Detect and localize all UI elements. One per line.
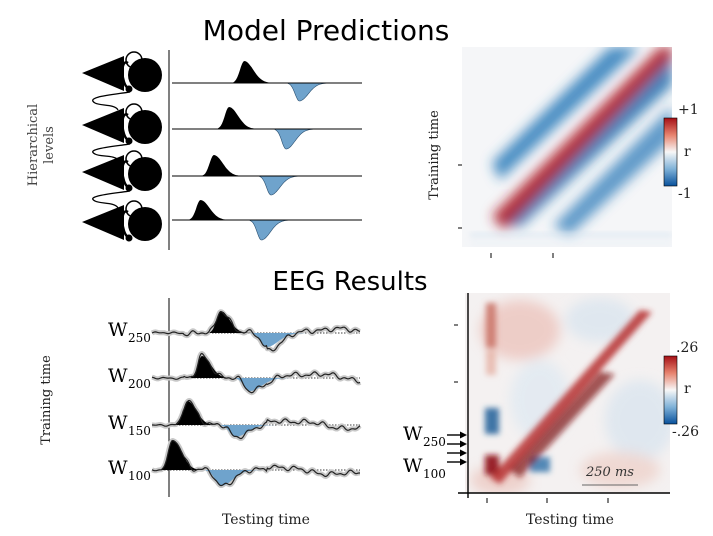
model-traces xyxy=(172,61,362,241)
eeg-arrow-bottom-sub: 100 xyxy=(423,467,446,481)
eeg-xlabel-right: Testing time xyxy=(526,512,614,528)
model-hierarchy-panel: Hierarchical levels xyxy=(26,50,362,250)
model-negative-peak xyxy=(172,82,362,102)
wire-icon-1 xyxy=(92,91,131,111)
eeg-positive-peak xyxy=(152,401,360,425)
eeg-window-sublabel: 150 xyxy=(128,424,151,438)
model-trace-level-4 xyxy=(172,200,362,241)
model-diag-blue-right xyxy=(553,106,672,235)
eeg-arrow-top-sub: 250 xyxy=(423,435,446,449)
eeg-scale-bar-label: 250 ms xyxy=(585,465,634,480)
mouse-icon-level3 xyxy=(82,150,162,192)
wire-icon-2 xyxy=(92,143,131,161)
eeg-colorbar xyxy=(663,355,678,425)
model-positive-peak xyxy=(172,61,362,83)
eeg-ylabel: Training time xyxy=(39,355,54,445)
eeg-trace-200: W 200 xyxy=(108,351,362,396)
hierarchy-ylabel-line1: Hierarchical xyxy=(26,104,41,186)
eeg-window-arrows: W 250 W 100 xyxy=(403,423,467,481)
eeg-colorbar-max: .26 xyxy=(676,340,698,356)
eeg-matrix xyxy=(465,293,670,493)
hierarchy-ylabel-line2: levels xyxy=(42,126,57,164)
model-diag-red xyxy=(492,47,672,230)
mouse-icon-level4 xyxy=(82,200,162,242)
eeg-early-red-column xyxy=(486,303,496,348)
eeg-window-sublabel: 250 xyxy=(128,331,151,345)
eeg-diag-red xyxy=(490,310,652,484)
model-colorbar-label: r xyxy=(684,144,691,160)
eeg-title: EEG Results xyxy=(272,267,427,297)
eeg-negative-peak xyxy=(152,378,360,391)
eeg-early-blue-block xyxy=(485,408,499,434)
eeg-trace-100: W 100 xyxy=(108,438,362,488)
eeg-trace-250: W 250 xyxy=(108,309,362,354)
eeg-window-label: W xyxy=(108,319,128,341)
model-negative-peak xyxy=(172,175,362,196)
eeg-trace-line xyxy=(151,439,360,487)
model-title: Model Predictions xyxy=(203,14,450,47)
model-negative-peak xyxy=(172,219,362,241)
eeg-positive-peak xyxy=(152,440,360,470)
eeg-arrow-bottom-label: W xyxy=(403,455,423,477)
model-matrix xyxy=(462,47,672,247)
eeg-trace-line xyxy=(151,352,361,394)
model-trace-level-3 xyxy=(172,155,362,196)
eeg-colorbar-min: -.26 xyxy=(672,424,699,440)
model-matrix-panel: Training time +1 r -1 xyxy=(427,47,699,258)
eeg-early-red-block xyxy=(485,455,499,475)
model-trace-level-1 xyxy=(172,61,362,102)
eeg-trace-line xyxy=(152,399,361,440)
model-colorbar-max: +1 xyxy=(678,102,699,118)
eeg-arrow-top-label: W xyxy=(403,423,423,445)
mouse-icon-level1 xyxy=(82,51,162,93)
eeg-window-sublabel: 100 xyxy=(128,469,151,483)
mouse-icon-level2 xyxy=(82,103,162,145)
model-colorbar-min: -1 xyxy=(678,186,692,202)
eeg-xlabel-left: Testing time xyxy=(222,512,310,528)
wire-icon-3 xyxy=(92,190,131,209)
model-colorbar xyxy=(663,117,678,187)
model-diag-blue-upper xyxy=(492,47,640,180)
eeg-matrix-panel: 250 ms W 250 W 100 .26 r -.26 Testing ti… xyxy=(403,293,699,528)
eeg-positive-peak xyxy=(152,356,360,378)
eeg-window-label: W xyxy=(108,365,128,387)
eeg-window-label: W xyxy=(108,457,128,479)
eeg-trace-150: W 150 xyxy=(108,398,362,441)
model-negative-peak xyxy=(172,128,362,150)
eeg-window-sublabel: 200 xyxy=(128,377,151,391)
model-positive-peak xyxy=(172,107,362,129)
model-positive-peak xyxy=(172,200,362,220)
eeg-window-label: W xyxy=(108,412,128,434)
model-positive-peak xyxy=(172,155,362,176)
model-matrix-ylabel: Training time xyxy=(427,110,442,200)
eeg-colorbar-label: r xyxy=(684,381,691,397)
eeg-trace-line xyxy=(151,311,361,352)
model-trace-level-2 xyxy=(172,107,362,150)
